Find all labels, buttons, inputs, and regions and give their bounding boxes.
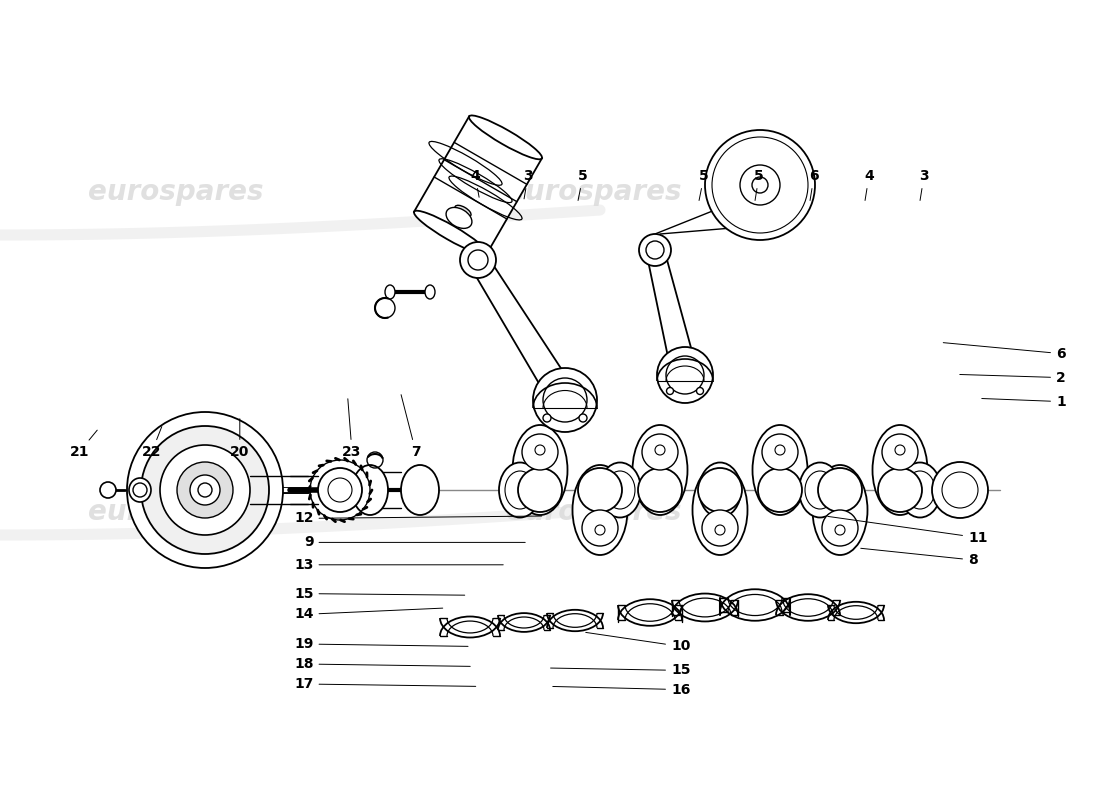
Ellipse shape	[499, 462, 541, 518]
Circle shape	[543, 414, 551, 422]
Circle shape	[882, 434, 918, 470]
Text: 10: 10	[585, 633, 691, 654]
Ellipse shape	[447, 207, 472, 228]
Ellipse shape	[600, 462, 641, 518]
Circle shape	[595, 525, 605, 535]
Text: 12: 12	[294, 511, 541, 526]
Ellipse shape	[693, 465, 748, 555]
Circle shape	[667, 387, 673, 394]
Text: 5: 5	[579, 169, 587, 201]
Circle shape	[752, 177, 768, 193]
Circle shape	[705, 130, 815, 240]
Circle shape	[776, 445, 785, 455]
Text: 21: 21	[69, 430, 97, 459]
Circle shape	[160, 445, 250, 535]
Circle shape	[715, 525, 725, 535]
Circle shape	[535, 445, 544, 455]
Ellipse shape	[385, 285, 395, 299]
Ellipse shape	[572, 465, 627, 555]
Text: 18: 18	[294, 657, 470, 671]
Ellipse shape	[698, 462, 741, 518]
Ellipse shape	[813, 465, 868, 555]
Text: 14: 14	[294, 607, 442, 622]
Text: eurospares: eurospares	[88, 178, 264, 206]
Text: eurospares: eurospares	[506, 178, 682, 206]
Circle shape	[639, 234, 671, 266]
Ellipse shape	[513, 425, 568, 515]
Text: 9: 9	[304, 535, 525, 550]
Circle shape	[318, 468, 362, 512]
Text: 4: 4	[471, 169, 480, 198]
Circle shape	[177, 462, 233, 518]
Circle shape	[518, 468, 562, 512]
Circle shape	[126, 412, 283, 568]
Text: eurospares: eurospares	[506, 498, 682, 526]
Circle shape	[758, 468, 802, 512]
Ellipse shape	[414, 210, 487, 254]
Text: 11: 11	[827, 516, 988, 545]
Circle shape	[822, 510, 858, 546]
Text: 23: 23	[342, 398, 362, 459]
Text: 13: 13	[294, 558, 503, 572]
Text: 3: 3	[524, 169, 532, 199]
Circle shape	[638, 468, 682, 512]
Text: 2: 2	[960, 370, 1066, 385]
Text: 15: 15	[551, 663, 691, 678]
Circle shape	[762, 434, 798, 470]
Text: 6: 6	[944, 342, 1066, 361]
Circle shape	[198, 483, 212, 497]
Circle shape	[657, 347, 713, 403]
Ellipse shape	[872, 425, 927, 515]
Text: eurospares: eurospares	[88, 498, 264, 526]
Ellipse shape	[469, 115, 542, 159]
Text: 5: 5	[755, 169, 763, 201]
Text: 19: 19	[294, 637, 468, 651]
Circle shape	[698, 468, 742, 512]
Circle shape	[642, 434, 678, 470]
Polygon shape	[414, 116, 542, 254]
Text: 4: 4	[865, 169, 873, 201]
Text: 1: 1	[982, 394, 1066, 409]
Ellipse shape	[799, 462, 842, 518]
Ellipse shape	[752, 425, 807, 515]
Circle shape	[582, 510, 618, 546]
Text: 15: 15	[294, 586, 464, 601]
Circle shape	[190, 475, 220, 505]
Circle shape	[932, 462, 988, 518]
Circle shape	[460, 242, 496, 278]
Text: 8: 8	[861, 548, 978, 567]
Text: 16: 16	[553, 682, 691, 697]
Circle shape	[878, 468, 922, 512]
Circle shape	[895, 445, 905, 455]
Polygon shape	[470, 254, 576, 407]
Ellipse shape	[425, 285, 435, 299]
Text: 22: 22	[142, 426, 162, 459]
Ellipse shape	[352, 465, 388, 515]
Text: 5: 5	[700, 169, 708, 201]
Ellipse shape	[899, 462, 940, 518]
Polygon shape	[646, 248, 697, 378]
Ellipse shape	[129, 478, 151, 502]
Circle shape	[579, 414, 587, 422]
Ellipse shape	[455, 206, 471, 217]
Circle shape	[835, 525, 845, 535]
Circle shape	[100, 482, 116, 498]
Text: 3: 3	[920, 169, 928, 201]
Circle shape	[534, 368, 597, 432]
Circle shape	[740, 165, 780, 205]
Circle shape	[696, 387, 704, 394]
Circle shape	[522, 434, 558, 470]
Text: 7: 7	[402, 394, 420, 459]
Circle shape	[818, 468, 862, 512]
Ellipse shape	[402, 465, 439, 515]
Circle shape	[578, 468, 621, 512]
Circle shape	[141, 426, 270, 554]
Circle shape	[654, 445, 666, 455]
Ellipse shape	[632, 425, 688, 515]
Text: 17: 17	[294, 677, 475, 691]
Text: 6: 6	[810, 169, 818, 201]
Text: 20: 20	[230, 418, 250, 459]
Circle shape	[702, 510, 738, 546]
